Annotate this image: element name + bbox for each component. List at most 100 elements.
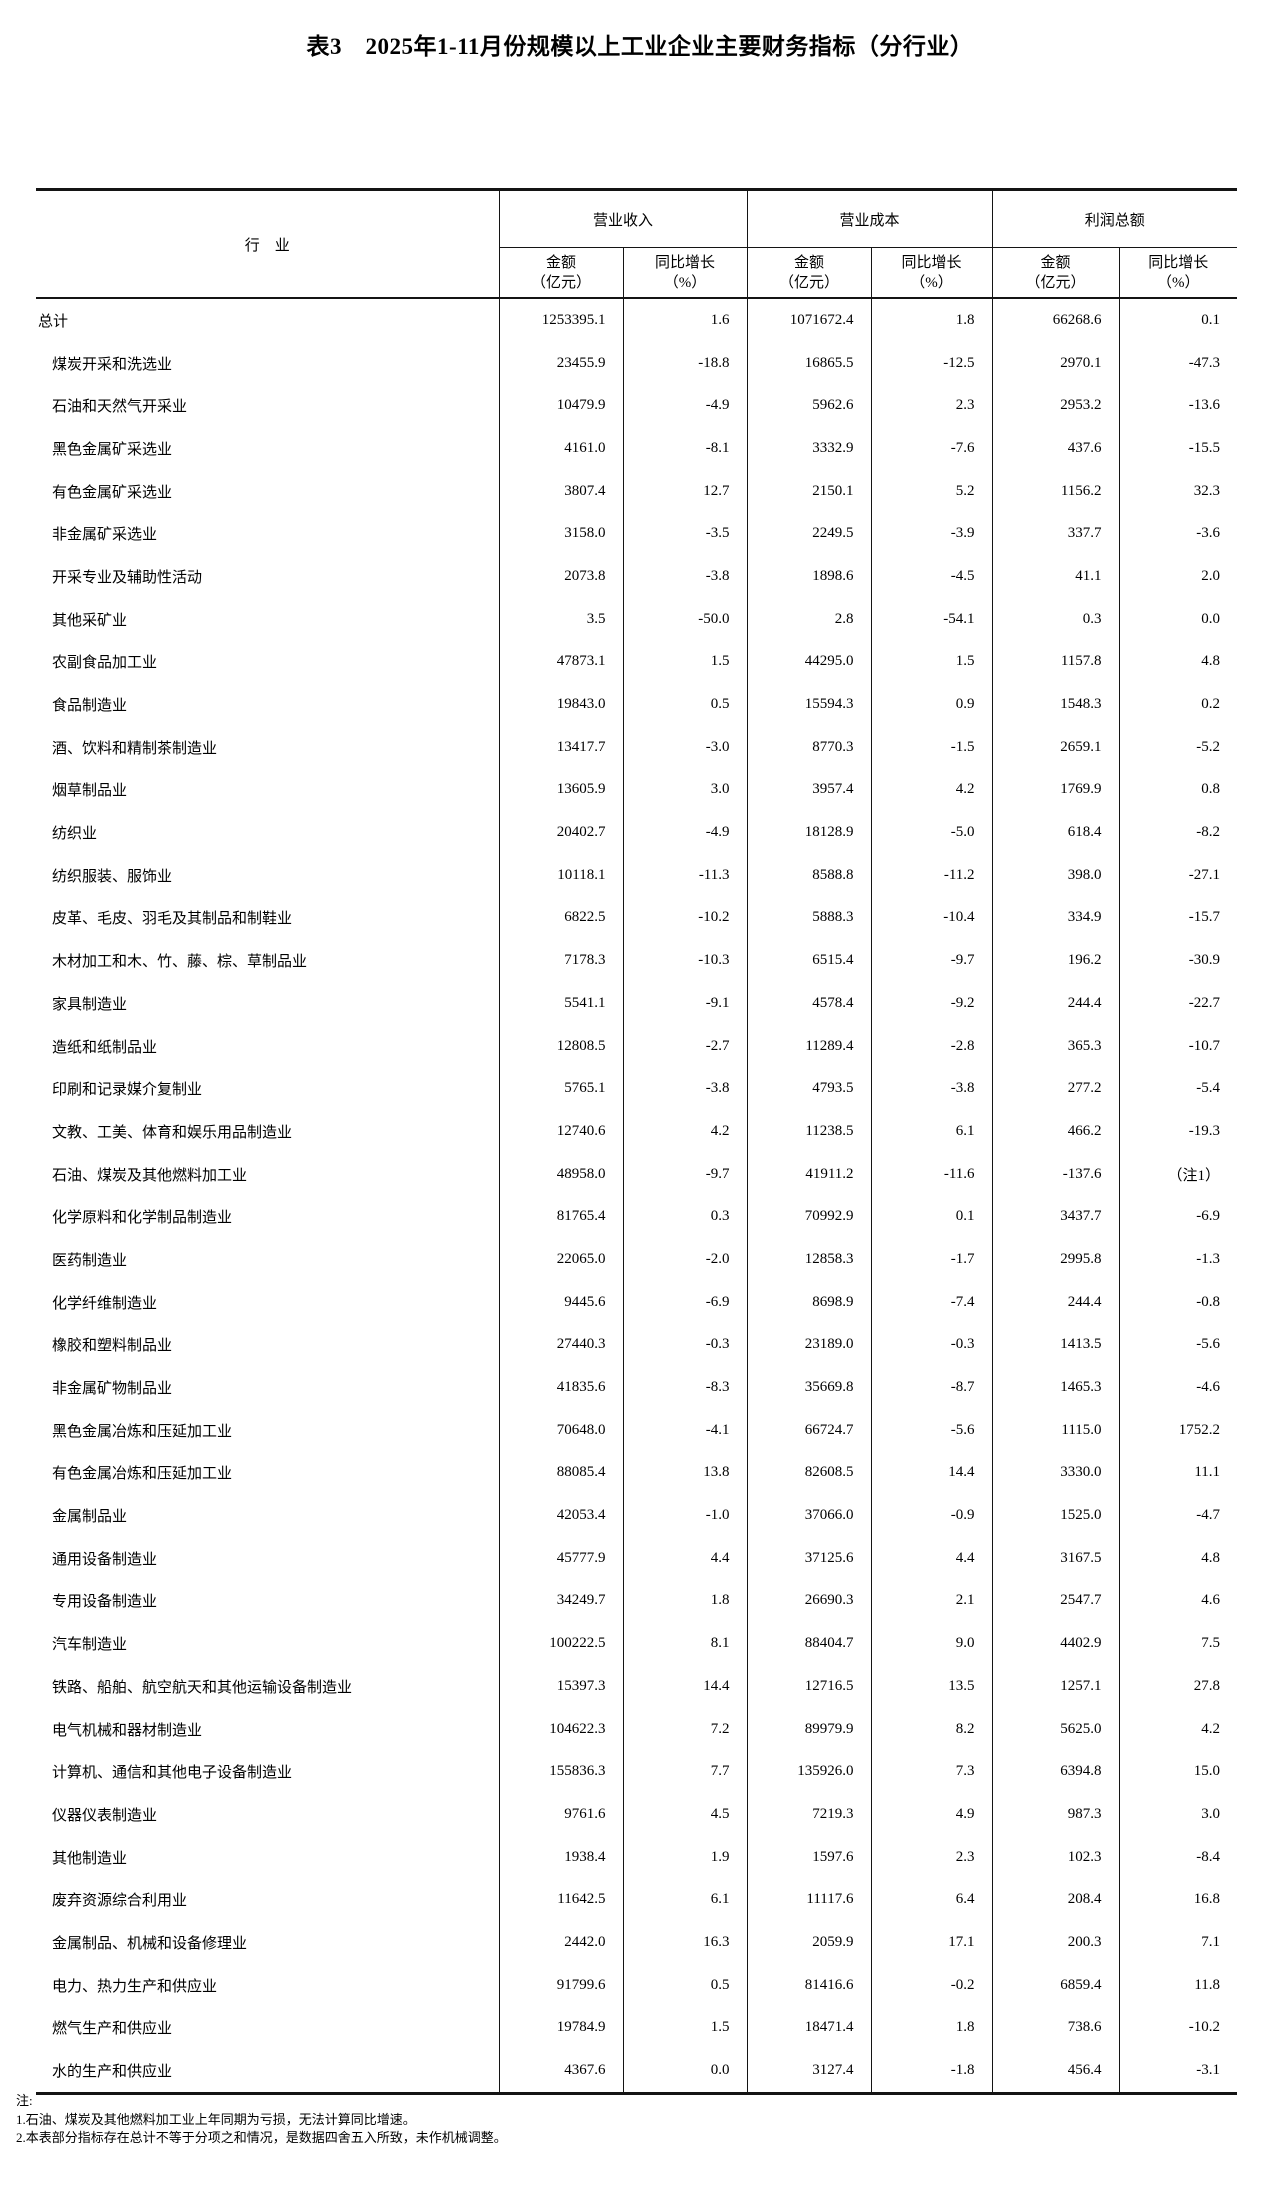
cost-growth: 4.9 [870,1793,993,1836]
profit-growth: -5.6 [1118,1323,1238,1367]
industry-name: 开采专业及辅助性活动 [52,569,203,586]
industry-name: 食品制造业 [52,698,128,715]
table-row: 化学原料和化学制品制造业 81765.4 0.3 70992.9 0.1 3437.7 -6… [36,1195,1238,1239]
industry-name: 化学纤维制造业 [52,1295,158,1312]
profit-amount: 66268.6 [991,298,1120,342]
profit-amount: 102.3 [991,1835,1120,1879]
cost-growth: -12.5 [870,341,993,385]
revenue-growth: 1.5 [622,640,748,684]
profit-amount: 6859.4 [991,1963,1120,2007]
cost-amount: 66724.7 [746,1408,872,1452]
table-row: 纺织服装、服饰业 10118.1 -11.3 8588.8 -11.2 398.0 -27.… [36,853,1238,897]
cost-amount: 18128.9 [746,811,872,854]
revenue-amount: 19784.9 [498,2006,623,2050]
revenue-growth: -4.1 [622,1408,748,1452]
revenue-growth: 1.8 [622,1579,748,1623]
table-row: 水的生产和供应业 4367.6 0.0 3127.4 -1.8 456.4 -3.1 [36,2049,1238,2094]
revenue-growth: 0.3 [622,1195,748,1239]
industry-name: 电气机械和器材制造业 [52,1722,203,1739]
revenue-growth: -3.5 [622,512,748,556]
table-row: 黑色金属冶炼和压延加工业 70648.0 -4.1 66724.7 -5.6 1115.0… [36,1408,1238,1452]
profit-growth: 32.3 [1118,469,1238,513]
profit-growth: 4.8 [1118,1536,1238,1580]
industry-name: 印刷和记录媒介复制业 [52,1082,203,1099]
revenue-growth: -2.7 [622,1024,748,1068]
col-header-profit: 利润总额 [991,189,1238,248]
table-row: 金属制品、机械和设备修理业 2442.0 16.3 2059.9 17.1 200.3 7.… [36,1921,1238,1964]
profit-growth: （注1） [1118,1152,1238,1196]
cost-growth: 0.1 [870,1195,993,1239]
cost-growth: -1.8 [870,2049,993,2094]
cost-amount: 16865.5 [746,341,872,385]
cost-growth: 1.5 [870,640,993,684]
revenue-amount: 1938.4 [498,1835,623,1879]
table-row: 金属制品业 42053.4 -1.0 37066.0 -0.9 1525.0 -4.7 [36,1494,1238,1537]
cost-amount: 88404.7 [746,1622,872,1665]
group-header-row: 行 业 营业收入 营业成本 利润总额 [36,189,1238,299]
cost-growth: -1.7 [870,1238,993,1281]
industry-name: 非金属矿物制品业 [52,1381,173,1398]
industry-name: 电力、热力生产和供应业 [52,1978,218,1995]
table-row: 农副食品加工业 47873.1 1.5 44295.0 1.5 1157.8 4.8 [36,640,1238,684]
revenue-amount: 5765.1 [498,1067,623,1111]
revenue-growth: -3.8 [622,555,748,598]
revenue-growth: 13.8 [622,1451,748,1495]
revenue-growth: 0.5 [622,1963,748,2007]
col-subheader-revenue-growth: 同比增长 （%） [622,247,748,299]
revenue-amount: 10118.1 [498,853,623,897]
profit-growth: 7.1 [1118,1921,1238,1964]
industry-name: 皮革、毛皮、羽毛及其制品和制鞋业 [52,911,293,928]
cost-amount: 70992.9 [746,1195,872,1239]
profit-growth: -8.4 [1118,1835,1238,1879]
profit-growth: 11.8 [1118,1963,1238,2007]
profit-growth: 15.0 [1118,1750,1238,1794]
profit-amount: 5625.0 [991,1707,1120,1751]
cost-amount: 2249.5 [746,512,872,556]
table-row: 燃气生产和供应业 19784.9 1.5 18471.4 1.8 738.6 -10.2 [36,2006,1238,2050]
cost-growth: -0.9 [870,1494,993,1537]
col-subheader-revenue-amount: 金额 （亿元） [498,247,623,299]
cost-growth: -5.0 [870,811,993,854]
profit-amount: 244.4 [991,982,1120,1025]
profit-growth: -6.9 [1118,1195,1238,1239]
revenue-amount: 15397.3 [498,1665,623,1708]
revenue-amount: 4367.6 [498,2049,623,2094]
industry-name: 有色金属冶炼和压延加工业 [52,1466,233,1483]
industry-name: 专用设备制造业 [52,1594,158,1611]
industry-name: 酒、饮料和精制茶制造业 [52,740,218,757]
table-row: 汽车制造业 100222.5 8.1 88404.7 9.0 4402.9 7.5 [36,1622,1238,1665]
cost-growth: 14.4 [870,1451,993,1495]
profit-amount: 987.3 [991,1793,1120,1836]
table-row: 电力、热力生产和供应业 91799.6 0.5 81416.6 -0.2 6859.4 11… [36,1963,1238,2007]
footnotes-label: 注: [16,2093,33,2108]
revenue-amount: 4161.0 [498,427,623,470]
cost-amount: 35669.8 [746,1366,872,1409]
profit-amount: 1413.5 [991,1323,1120,1367]
profit-amount: 0.3 [991,597,1120,641]
cost-growth: -11.2 [870,853,993,897]
table-row: 石油、煤炭及其他燃料加工业 48958.0 -9.7 41911.2 -11.6 -137… [36,1152,1238,1196]
profit-amount: 1257.1 [991,1665,1120,1708]
industry-name: 有色金属矿采选业 [52,484,173,501]
revenue-growth: -10.2 [622,896,748,940]
profit-amount: 437.6 [991,427,1120,470]
table-row: 其他采矿业 3.5 -50.0 2.8 -54.1 0.3 0.0 [36,597,1238,641]
industry-name: 金属制品业 [52,1509,128,1526]
cost-growth: 4.4 [870,1536,993,1580]
cost-growth: 1.8 [870,2006,993,2050]
table-row: 煤炭开采和洗选业 23455.9 -18.8 16865.5 -12.5 2970.1 -4… [36,341,1238,385]
profit-amount: 337.7 [991,512,1120,556]
profit-growth: -30.9 [1118,939,1238,982]
profit-amount: 41.1 [991,555,1120,598]
revenue-growth: -50.0 [622,597,748,641]
industry-name: 黑色金属冶炼和压延加工业 [52,1423,233,1440]
industry-name: 石油和天然气开采业 [52,399,188,416]
profit-growth: -4.6 [1118,1366,1238,1409]
revenue-growth: 4.5 [622,1793,748,1836]
revenue-growth: -8.1 [622,427,748,470]
cost-amount: 8770.3 [746,725,872,769]
table-row: 石油和天然气开采业 10479.9 -4.9 5962.6 2.3 2953.2 -13.6 [36,384,1238,428]
table-row: 酒、饮料和精制茶制造业 13417.7 -3.0 8770.3 -1.5 2659.1 -5… [36,725,1238,769]
profit-amount: 466.2 [991,1110,1120,1153]
